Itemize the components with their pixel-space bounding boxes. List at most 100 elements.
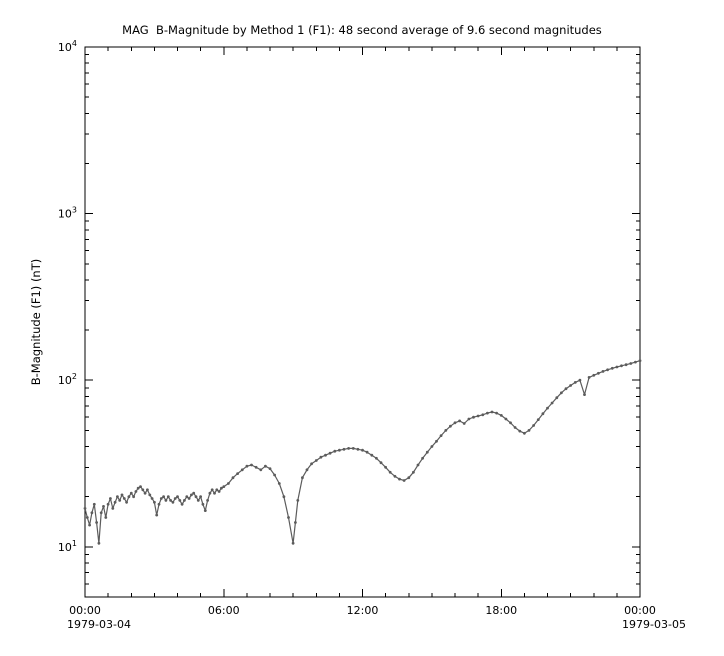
series-point — [136, 486, 140, 490]
series-point — [85, 516, 89, 519]
series-point — [215, 488, 219, 492]
data-series — [83, 359, 642, 545]
series-point — [555, 396, 559, 400]
series-point — [624, 363, 628, 367]
series-point — [139, 485, 142, 488]
series-point — [113, 500, 117, 504]
axes-box — [84, 46, 641, 598]
series-point — [254, 465, 258, 469]
series-point — [268, 467, 272, 470]
series-point — [620, 364, 623, 368]
x-end-date-label: 1979-03-05 — [622, 618, 686, 631]
series-point — [95, 521, 98, 524]
series-point — [338, 448, 341, 452]
series-point — [245, 464, 249, 468]
series-point — [472, 415, 475, 419]
series-point — [217, 490, 221, 493]
series-point — [116, 495, 119, 499]
series-point — [120, 493, 124, 497]
series-point — [141, 488, 145, 492]
series-point — [504, 417, 508, 421]
series-point — [88, 523, 91, 527]
series-point — [220, 486, 223, 490]
series-point — [439, 434, 443, 437]
series-point — [143, 491, 147, 495]
series-point — [122, 497, 126, 500]
series-point — [166, 495, 170, 499]
series-point — [127, 495, 131, 499]
series-point — [159, 497, 163, 500]
series-point — [187, 497, 191, 500]
series-point — [208, 491, 212, 495]
series-point — [125, 500, 128, 504]
series-point — [509, 421, 512, 425]
series-point — [227, 482, 230, 485]
series-point — [324, 453, 327, 457]
series-point — [231, 476, 235, 480]
series-point — [196, 499, 200, 502]
series-point — [375, 456, 378, 460]
series-point — [467, 417, 471, 421]
series-point — [129, 491, 133, 495]
chart-title: MAG B-Magnitude by Method 1 (F1): 48 sec… — [122, 23, 602, 37]
series-point — [294, 521, 297, 524]
series-point — [388, 470, 392, 474]
series-point — [629, 362, 633, 365]
series-point — [109, 497, 112, 500]
series-point — [356, 447, 360, 451]
axis-ticks — [84, 46, 641, 597]
series-point — [118, 499, 122, 502]
series-point — [134, 490, 138, 493]
series-point — [106, 502, 110, 506]
series-point — [606, 368, 609, 372]
series-point — [183, 499, 186, 502]
series-point — [203, 509, 207, 512]
series-point — [453, 421, 457, 425]
x-tick-label: 00:00 — [624, 604, 656, 617]
series-point — [398, 477, 401, 481]
series-point — [319, 455, 323, 459]
series-point — [449, 424, 452, 428]
series-point — [495, 411, 498, 415]
series-point — [92, 502, 96, 506]
series-point — [361, 448, 364, 452]
series-point — [150, 497, 154, 500]
x-tick-label: 12:00 — [347, 604, 379, 617]
series-point — [490, 410, 494, 414]
series-point — [527, 429, 531, 432]
series-point — [499, 414, 503, 417]
series-point — [384, 465, 387, 469]
series-point — [560, 391, 563, 395]
y-tick-label: 103 — [58, 206, 77, 221]
y-tick-label: 102 — [58, 372, 77, 387]
series-point — [310, 462, 313, 466]
series-point — [194, 495, 198, 499]
series-point — [162, 495, 166, 499]
series-point — [190, 493, 193, 497]
series-point — [148, 493, 152, 497]
series-point — [407, 476, 411, 480]
series-point — [264, 464, 267, 468]
series-point — [185, 495, 189, 499]
series-point — [425, 450, 429, 454]
series-point — [213, 491, 216, 495]
series-point — [587, 376, 591, 379]
series-point — [206, 499, 210, 502]
series-point — [541, 412, 545, 416]
series-point — [421, 456, 424, 460]
series-point — [210, 488, 214, 492]
series-point — [615, 365, 619, 369]
series-point — [610, 366, 614, 370]
series-point — [173, 497, 177, 500]
series-point — [201, 502, 205, 506]
x-tick-label: 00:00 — [69, 604, 101, 617]
series-point — [273, 473, 276, 477]
series-point — [104, 516, 108, 519]
y-tick-label: 104 — [58, 39, 77, 54]
series-point — [291, 541, 295, 545]
series-point — [314, 459, 318, 462]
series-point — [592, 373, 596, 377]
series-point — [393, 474, 397, 478]
series-point — [365, 450, 369, 454]
